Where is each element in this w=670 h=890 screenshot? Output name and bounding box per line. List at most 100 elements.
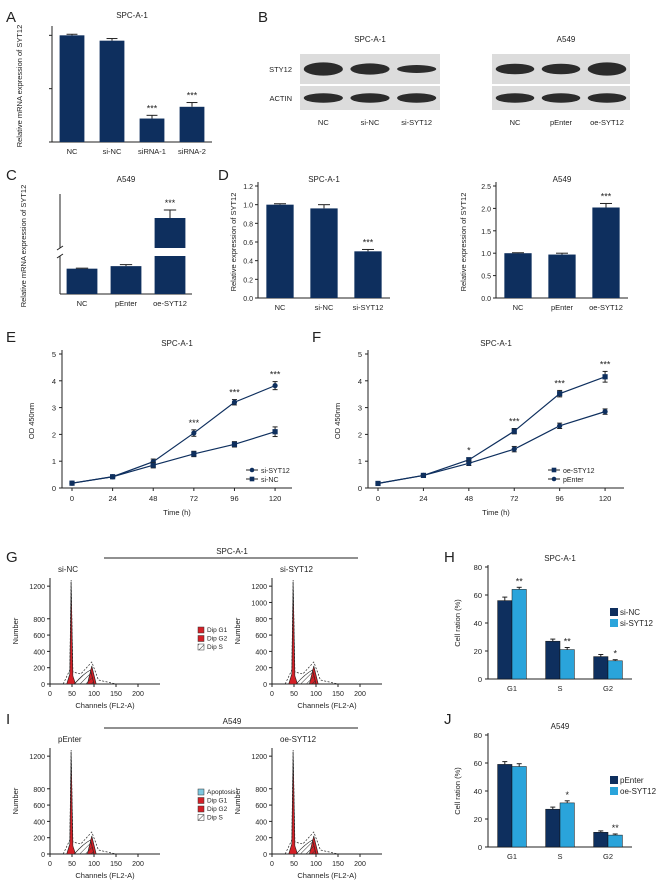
bar-G2-si-NC <box>593 656 609 680</box>
y-tick-label: 800 <box>255 617 267 624</box>
significance-marker: *** <box>270 370 281 380</box>
legend-swatch <box>197 814 205 821</box>
significance-marker: *** <box>509 417 520 427</box>
series-line-si-NC <box>71 431 276 484</box>
x-tick-label: 0 <box>270 691 274 698</box>
legend-label: Dip G2 <box>207 636 228 643</box>
significance-marker: ** <box>612 823 620 833</box>
x-tick-label: 150 <box>332 691 344 698</box>
y-tick-label: 20 <box>474 815 482 824</box>
y-tick-label: 4 <box>358 377 362 386</box>
x-tick-label: 200 <box>132 861 144 868</box>
blot-band <box>587 62 627 76</box>
y-tick-label: 3 <box>52 404 56 413</box>
y-tick-label: 1.5 <box>481 229 491 236</box>
chart-title: A549 <box>117 175 136 184</box>
y-tick-label: 200 <box>255 836 267 843</box>
y-tick-label: 0.6 <box>243 240 253 247</box>
x-tick-label: NC <box>77 299 88 308</box>
data-point <box>511 428 517 434</box>
x-tick-label: 48 <box>149 494 157 503</box>
x-tick-label: 100 <box>88 691 100 698</box>
legend-label: Dip S <box>207 815 224 822</box>
blot-title: A549 <box>557 35 576 44</box>
x-tick-label: 24 <box>419 494 427 503</box>
legend-marker <box>551 467 557 473</box>
bar-NC <box>66 268 98 294</box>
panel-letter-J: J <box>444 711 452 728</box>
panel-letter-G: G <box>6 549 18 566</box>
x-tick-label: 50 <box>68 861 76 868</box>
s-phase-area <box>295 839 317 855</box>
y-tick-label: 800 <box>255 787 267 794</box>
data-point <box>420 472 427 479</box>
significance-marker: * <box>565 790 569 800</box>
bar-NC <box>504 253 532 298</box>
data-point <box>191 451 197 457</box>
x-axis-label: Time (h) <box>163 508 191 517</box>
y-axis-label: Number <box>233 617 242 644</box>
x-tick-label: NC <box>67 147 78 156</box>
x-axis-label: Channels (FL2-A) <box>75 871 135 880</box>
y-axis-label: Number <box>233 787 242 814</box>
y-axis-label: Number <box>11 617 20 644</box>
significance-marker: *** <box>165 198 176 208</box>
y-tick-label: 200 <box>255 666 267 673</box>
significance-marker: * <box>467 446 471 456</box>
panel-letter-B: B <box>258 9 268 26</box>
x-tick-label: 0 <box>270 861 274 868</box>
x-tick-label: 0 <box>70 494 74 503</box>
data-point <box>557 391 563 397</box>
legend-swatch <box>197 805 205 813</box>
legend-label: Dip G2 <box>207 806 228 813</box>
bar-siRNA-2 <box>179 106 205 142</box>
sample-label: oe-SYT12 <box>280 735 317 744</box>
y-tick-label: 1200 <box>251 584 267 591</box>
significance-marker: *** <box>601 191 612 201</box>
series-line-si-SYT12 <box>71 385 276 484</box>
y-tick-label: 60 <box>474 759 482 768</box>
significance-marker: *** <box>363 237 374 247</box>
bar-pEnter <box>548 254 576 298</box>
legend-label: Apoptosis <box>207 789 236 796</box>
y-axis-label: Number <box>11 787 20 814</box>
chart-title: A549 <box>553 175 572 184</box>
bar-si-NC <box>99 40 125 142</box>
legend-swatch <box>610 776 618 784</box>
y-tick-label: 400 <box>255 819 267 826</box>
significance-marker: * <box>613 649 617 659</box>
x-tick-label: G1 <box>507 852 517 861</box>
axis-break <box>56 245 64 251</box>
y-tick-label: 5 <box>358 350 362 359</box>
x-axis-label: Channels (FL2-A) <box>297 871 357 880</box>
y-tick-label: 0 <box>263 682 267 689</box>
y-tick-label: 400 <box>255 649 267 656</box>
x-tick-label: 72 <box>510 494 518 503</box>
x-tick-label: G2 <box>603 852 613 861</box>
data-point <box>602 409 608 415</box>
bar-oe-SYT12 <box>592 207 620 298</box>
y-tick-label: 0.2 <box>243 277 253 284</box>
x-axis-label: Channels (FL2-A) <box>297 701 357 710</box>
blot-lane-label: si-NC <box>361 118 380 127</box>
x-tick-label: 96 <box>555 494 563 503</box>
y-tick-label: 0.0 <box>243 296 253 303</box>
bar-S-pEnter <box>545 808 561 848</box>
blot-band <box>541 93 581 103</box>
data-point <box>466 460 472 466</box>
blot-band <box>541 63 581 75</box>
x-tick-label: siRNA-2 <box>178 147 206 156</box>
y-tick-label: 800 <box>33 787 45 794</box>
bar-si-SYT12 <box>354 251 382 298</box>
y-tick-label: 1 <box>52 457 56 466</box>
blot-band <box>303 93 343 103</box>
y-tick-label: 5 <box>52 350 56 359</box>
legend-marker <box>551 476 557 482</box>
x-tick-label: 0 <box>48 861 52 868</box>
s-phase-area <box>295 669 317 685</box>
bar-NC <box>59 35 85 143</box>
legend-label: si-SYT12 <box>261 468 290 475</box>
data-point <box>272 383 278 389</box>
legend-swatch <box>610 787 618 795</box>
